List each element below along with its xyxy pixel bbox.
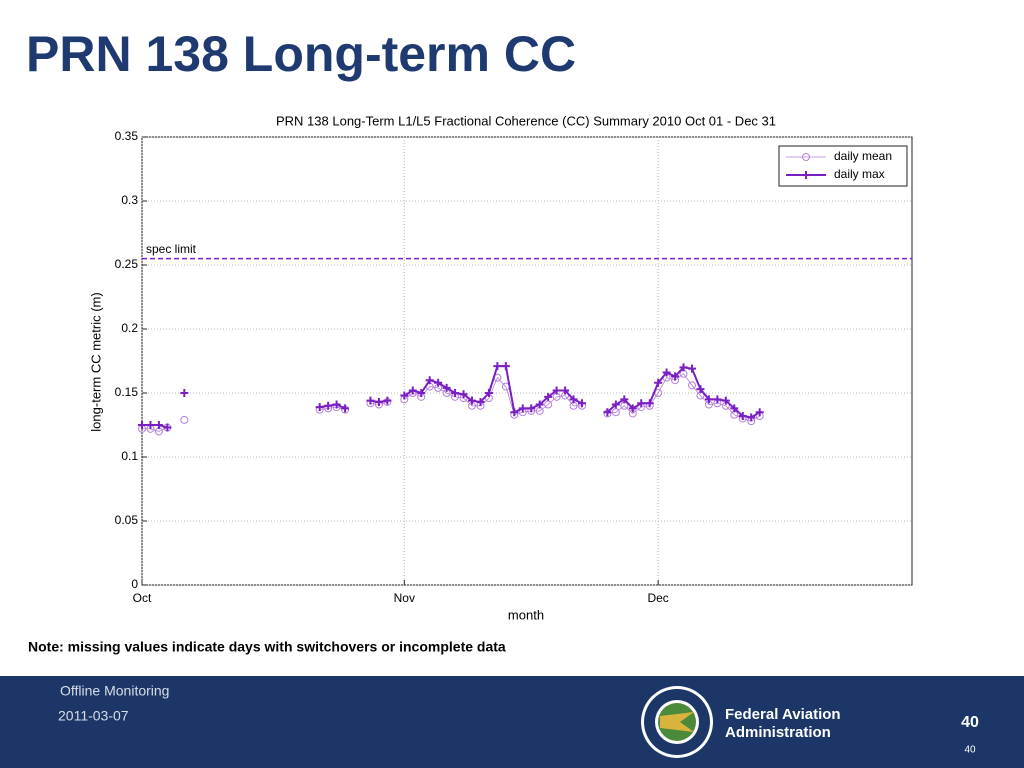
- marker: [332, 400, 341, 409]
- marker: [569, 395, 578, 404]
- marker: [738, 412, 747, 421]
- x-tick-label: Oct: [133, 591, 152, 605]
- marker: [459, 390, 468, 399]
- y-axis-label: long-term CC metric (m): [88, 292, 103, 431]
- y-tick-label: 0.1: [121, 449, 138, 463]
- marker: [688, 381, 696, 390]
- marker: [611, 408, 620, 417]
- x-tick-label: Nov: [394, 591, 415, 605]
- marker: [713, 395, 722, 404]
- marker: [620, 395, 629, 404]
- marker: [417, 389, 426, 397]
- marker: [704, 395, 713, 404]
- chart-title: PRN 138 Long-Term L1/L5 Fractional Coher…: [276, 113, 776, 128]
- y-tick-label: 0: [131, 577, 138, 591]
- marker: [637, 399, 646, 408]
- marker: [544, 392, 553, 401]
- spec-limit-label: spec limit: [146, 242, 197, 256]
- page-number: 40: [961, 714, 979, 731]
- footer-section: Offline Monitoring: [60, 683, 169, 699]
- y-tick-label: 0.3: [121, 193, 138, 207]
- marker: [561, 386, 570, 395]
- marker: [721, 396, 730, 405]
- marker: [671, 372, 680, 381]
- x-tick-label: Dec: [647, 591, 668, 605]
- marker: [552, 386, 561, 395]
- marker: [366, 396, 375, 405]
- legend-marker: [802, 153, 810, 161]
- y-tick-label: 0.15: [115, 385, 139, 399]
- footer-date: 2011-03-07: [58, 708, 129, 724]
- legend-marker: [802, 171, 810, 179]
- marker: [315, 403, 324, 412]
- legend-box: [778, 145, 908, 187]
- marker: [510, 408, 519, 417]
- marker: [603, 408, 612, 417]
- marker: [628, 404, 637, 413]
- marker: [138, 421, 146, 429]
- marker: [476, 397, 485, 406]
- marker: [645, 399, 654, 408]
- marker: [730, 404, 739, 413]
- marker: [654, 378, 663, 387]
- marker: [679, 363, 688, 372]
- marker: [662, 368, 671, 377]
- marker: [535, 400, 544, 409]
- marker: [493, 362, 502, 371]
- marker: [518, 404, 527, 413]
- plot-frame: [141, 136, 913, 586]
- marker: [527, 404, 536, 413]
- marker: [324, 401, 333, 410]
- marker: [544, 400, 553, 409]
- marker: [383, 396, 392, 405]
- marker: [755, 408, 764, 417]
- marker: [341, 404, 350, 413]
- marker: [747, 413, 756, 422]
- legend-label: daily mean: [834, 149, 892, 163]
- faa-logo: [641, 686, 713, 758]
- marker: [180, 389, 189, 397]
- page-number-small: 40: [964, 745, 976, 756]
- marker: [374, 397, 383, 406]
- marker: [425, 376, 434, 385]
- marker: [468, 396, 476, 405]
- y-tick-label: 0.35: [115, 129, 139, 143]
- footer-band: [0, 676, 1024, 768]
- marker: [696, 385, 705, 394]
- marker: [163, 423, 172, 432]
- marker: [578, 399, 586, 408]
- y-tick-label: 0.2: [121, 321, 138, 335]
- marker: [442, 383, 451, 392]
- y-tick-label: 0.25: [115, 257, 139, 271]
- marker: [484, 389, 493, 397]
- footer-org-line1: Federal Aviation: [725, 706, 841, 723]
- marker: [408, 386, 417, 395]
- marker: [400, 391, 409, 400]
- legend-label: daily max: [834, 167, 885, 181]
- y-tick-label: 0.05: [115, 513, 139, 527]
- note: Note: missing values indicate days with …: [28, 639, 506, 655]
- marker: [146, 421, 155, 429]
- marker: [154, 421, 163, 429]
- x-axis-label: month: [508, 607, 544, 622]
- footer-org-line2: Administration: [725, 724, 831, 741]
- marker: [611, 400, 620, 409]
- marker: [501, 362, 510, 371]
- marker: [180, 415, 189, 424]
- marker: [434, 378, 443, 387]
- marker: [451, 389, 460, 397]
- marker: [688, 364, 696, 373]
- slide-title: PRN 138 Long-term CC: [26, 26, 576, 82]
